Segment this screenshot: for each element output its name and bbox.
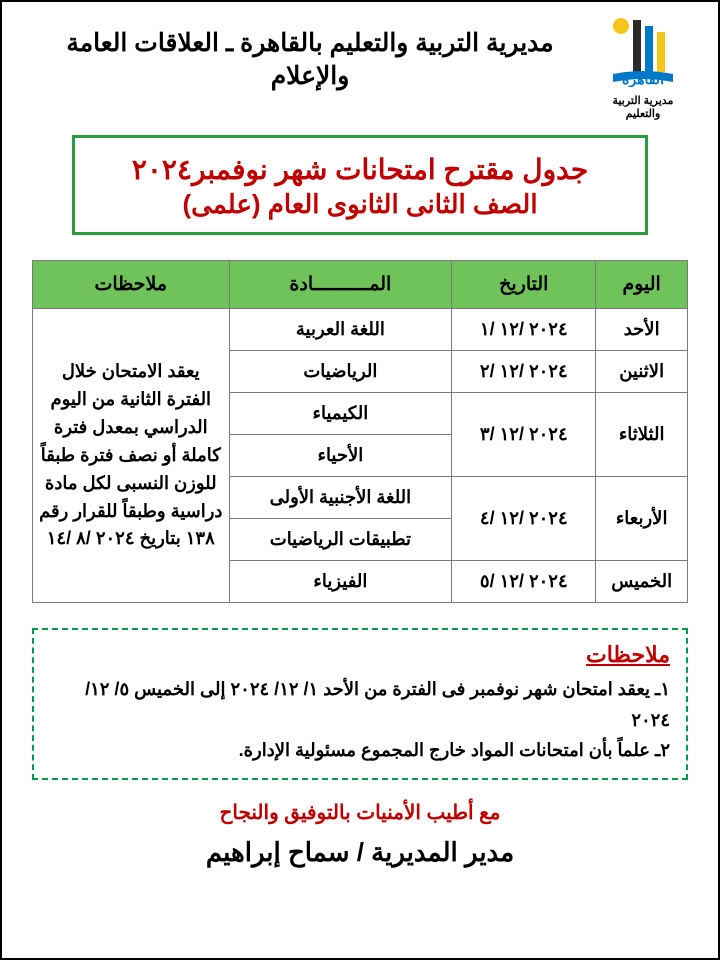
cell-subject: الكيمياء (229, 393, 452, 435)
header-row: القاهرة مديرية التربية والتعليم مديرية ا… (32, 12, 688, 120)
cell-subject: الفيزياء (229, 561, 452, 603)
cell-notes-merged: يعقد الامتحان خلال الفترة الثانية من الي… (33, 309, 230, 603)
header-title: مديرية التربية والتعليم بالقاهرة ـ العلا… (32, 12, 588, 92)
notes-box: ملاحظات ١ـ يعقد امتحان شهر نوفمبر فى الف… (32, 628, 688, 780)
cell-subject: الأحياء (229, 435, 452, 477)
cell-date: ٢٠٢٤ /١٢ /٣ (452, 393, 596, 477)
cell-subject: الرياضيات (229, 351, 452, 393)
notes-item: ١ـ يعقد امتحان شهر نوفمبر فى الفترة من ا… (50, 674, 670, 735)
th-date: التاريخ (452, 261, 596, 309)
table-header-row: اليوم التاريخ المــــــــــادة ملاحظات (33, 261, 688, 309)
cell-day: الثلاثاء (596, 393, 688, 477)
wish-line: مع أطيب الأمنيات بالتوفيق والنجاح (32, 800, 688, 825)
notes-item: ٢ـ علماً بأن امتحانات المواد خارج المجمو… (50, 735, 670, 766)
cell-date: ٢٠٢٤ /١٢ /١ (452, 309, 596, 351)
logo-caption: مديرية التربية والتعليم (598, 94, 688, 120)
signature: مدير المديرية / سماح إبراهيم (32, 837, 688, 868)
title-line2: الصف الثانى الثانوى العام (علمى) (95, 189, 625, 220)
cell-day: الأحد (596, 309, 688, 351)
notes-heading: ملاحظات (50, 642, 670, 668)
svg-text:القاهرة: القاهرة (622, 71, 664, 87)
cell-day: الأربعاء (596, 477, 688, 561)
notes-items: ١ـ يعقد امتحان شهر نوفمبر فى الفترة من ا… (50, 674, 670, 766)
cell-subject: تطبيقات الرياضيات (229, 519, 452, 561)
table-body: الأحد٢٠٢٤ /١٢ /١اللغة العربيةيعقد الامتح… (33, 309, 688, 603)
cell-date: ٢٠٢٤ /١٢ /٤ (452, 477, 596, 561)
title-line1: جدول مقترح امتحانات شهر نوفمبر٢٠٢٤ (95, 150, 625, 189)
cell-day: الخميس (596, 561, 688, 603)
logo-block: القاهرة مديرية التربية والتعليم (598, 12, 688, 120)
th-day: اليوم (596, 261, 688, 309)
th-subject: المــــــــــادة (229, 261, 452, 309)
cairo-logo-icon: القاهرة (603, 12, 683, 87)
cell-date: ٢٠٢٤ /١٢ /٢ (452, 351, 596, 393)
cell-subject: اللغة الأجنبية الأولى (229, 477, 452, 519)
schedule-table: اليوم التاريخ المــــــــــادة ملاحظات ا… (32, 260, 688, 603)
table-row: الأحد٢٠٢٤ /١٢ /١اللغة العربيةيعقد الامتح… (33, 309, 688, 351)
cell-date: ٢٠٢٤ /١٢ /٥ (452, 561, 596, 603)
cell-subject: اللغة العربية (229, 309, 452, 351)
title-box: جدول مقترح امتحانات شهر نوفمبر٢٠٢٤ الصف … (72, 135, 648, 235)
th-notes: ملاحظات (33, 261, 230, 309)
cell-day: الاثنين (596, 351, 688, 393)
